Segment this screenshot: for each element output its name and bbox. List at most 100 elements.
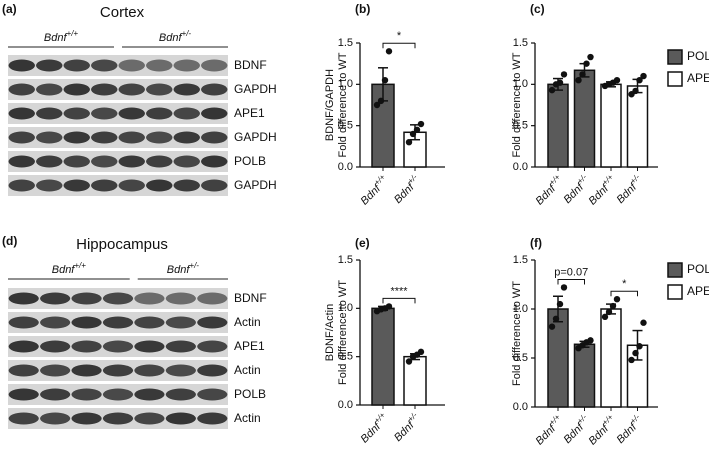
- blot-band: [118, 131, 145, 144]
- blot-band: [91, 155, 118, 168]
- blot-band: [91, 131, 118, 144]
- blot-band: [118, 83, 145, 96]
- blot-band: [8, 388, 39, 401]
- y-tick-label: 0.5: [338, 351, 353, 363]
- blot-band: [165, 292, 196, 305]
- y-axis-label: BDNF/Actin: [324, 304, 336, 361]
- blot-band: [36, 155, 63, 168]
- blot-band: [197, 388, 228, 401]
- blot-band: [40, 412, 71, 425]
- y-tick-label: 0.5: [513, 120, 528, 132]
- data-point: [405, 358, 413, 365]
- blot-strip: [8, 127, 228, 148]
- row-label: POLB: [234, 154, 266, 168]
- data-point: [556, 300, 564, 308]
- blot-strip: [8, 79, 228, 100]
- legend-swatch: [667, 49, 683, 65]
- blot-band: [134, 292, 165, 305]
- significance-label: *: [622, 278, 627, 290]
- blot-band: [173, 107, 200, 120]
- blot-band: [197, 340, 228, 353]
- data-point: [613, 77, 621, 84]
- row-label: GAPDH: [234, 178, 277, 192]
- panel-label: (d): [2, 234, 17, 248]
- panel-label: (e): [355, 236, 370, 250]
- panel-label: (c): [530, 2, 545, 16]
- blot-band: [118, 107, 145, 120]
- significance-bracket: [610, 290, 638, 297]
- blot-strip: [8, 103, 228, 124]
- blot-band: [8, 83, 35, 96]
- blot-band: [8, 364, 39, 377]
- blot-strip: [8, 175, 228, 196]
- blot-band: [8, 179, 35, 192]
- blot-band: [146, 83, 173, 96]
- data-point: [632, 87, 639, 95]
- blot-band: [134, 340, 165, 353]
- y-axis-label: Fold difference to WT: [511, 281, 523, 386]
- data-point: [385, 48, 393, 55]
- blot-band: [201, 107, 228, 120]
- blot-band: [102, 292, 134, 305]
- blot-band: [134, 316, 165, 329]
- y-tick-label: 0.0: [513, 401, 528, 413]
- y-tick-label: 1.5: [513, 254, 528, 266]
- blot-band: [134, 412, 165, 425]
- blot-band: [8, 155, 35, 168]
- x-tick-label: Bdnf+/-: [612, 412, 646, 446]
- group-label: Bdnf+/-: [167, 261, 200, 276]
- panel-label: (a): [2, 2, 17, 16]
- blot-band: [36, 83, 63, 96]
- data-point: [601, 313, 609, 321]
- data-point: [560, 284, 568, 291]
- data-point: [548, 323, 556, 330]
- y-axis-label: BDNF/GAPDH: [324, 69, 336, 141]
- data-point: [385, 303, 393, 310]
- significance-bracket: [557, 278, 585, 285]
- blot-band: [91, 83, 118, 96]
- row-label: BDNF: [234, 291, 267, 305]
- blot-band: [197, 412, 228, 425]
- blot-band: [36, 107, 63, 120]
- blot-band: [71, 364, 102, 377]
- bar: [573, 69, 596, 168]
- data-point: [640, 72, 647, 80]
- data-point: [636, 77, 643, 84]
- row-label: GAPDH: [234, 130, 277, 144]
- blot-band: [102, 388, 134, 401]
- blot-strip: [8, 55, 228, 76]
- blot-band: [201, 131, 228, 144]
- data-point: [579, 71, 586, 78]
- blot-band: [134, 364, 165, 377]
- row-label: Actin: [234, 363, 261, 377]
- blot-band: [40, 292, 71, 305]
- legend-label: APE1: [687, 284, 709, 298]
- y-tick-label: 1.0: [513, 303, 528, 315]
- blot-title: Hippocampus: [76, 236, 168, 253]
- significance-label: *: [397, 30, 402, 42]
- data-point: [613, 296, 621, 303]
- data-point: [556, 79, 564, 86]
- bar: [573, 343, 596, 408]
- blot-band: [8, 412, 39, 425]
- row-label: Actin: [234, 315, 261, 329]
- y-tick-label: 1.0: [338, 302, 353, 314]
- blot-band: [201, 179, 228, 192]
- blot-band: [197, 316, 228, 329]
- data-point: [587, 337, 594, 344]
- data-point: [381, 77, 389, 84]
- blot-band: [8, 316, 39, 329]
- blot-band: [134, 388, 165, 401]
- blot-band: [71, 412, 102, 425]
- legend-label: POLB: [687, 49, 709, 63]
- row-label: BDNF: [234, 58, 267, 72]
- blot-band: [102, 364, 134, 377]
- blot-band: [197, 292, 228, 305]
- blot-band: [173, 59, 200, 72]
- blot-title: Cortex: [100, 4, 145, 21]
- blot-band: [36, 59, 63, 72]
- data-point: [632, 349, 639, 357]
- legend-label: APE1: [687, 71, 709, 85]
- data-point: [373, 101, 381, 109]
